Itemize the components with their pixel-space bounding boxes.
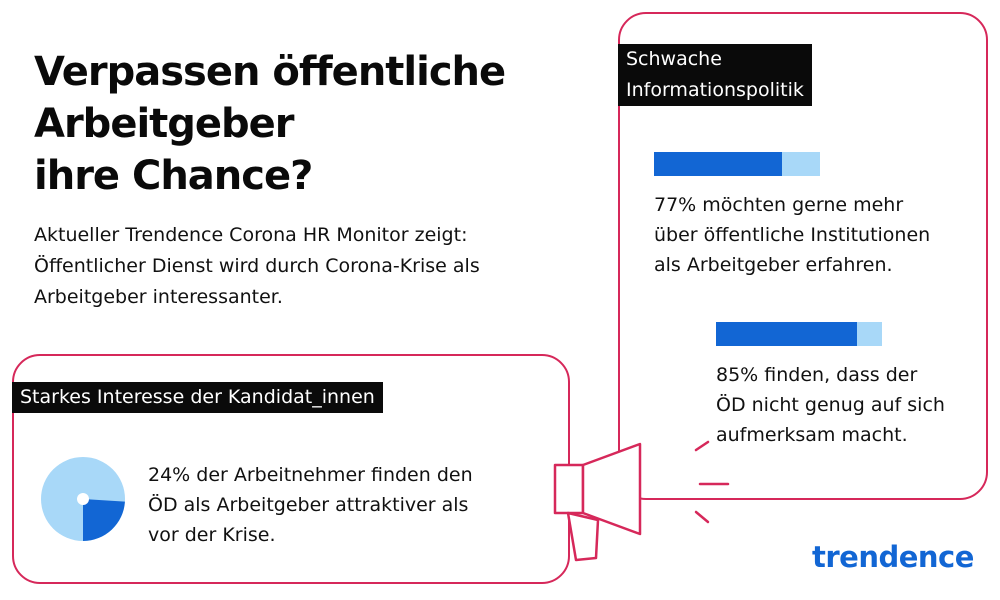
pie-line: ÖD als Arbeitgeber attraktiver als <box>148 494 469 516</box>
headline: Verpassen öffentliche Arbeitgeber ihre C… <box>34 46 506 202</box>
stat1-bar <box>654 152 820 176</box>
stat1-text: 77% möchten gerne mehr über öffentliche … <box>654 190 930 280</box>
stat1-bar-fill <box>654 152 782 176</box>
stat1-line: als Arbeitgeber erfahren. <box>654 254 893 276</box>
pie-line: 24% der Arbeitnehmer finden den <box>148 464 473 486</box>
stat2-line: 85% finden, dass der <box>716 364 918 386</box>
headline-line: ihre Chance? <box>34 153 313 199</box>
intro-line: Aktueller Trendence Corona HR Monitor ze… <box>34 224 468 246</box>
headline-line: Verpassen öffentliche <box>34 49 506 95</box>
info-policy-label: Schwache Informationspolitik <box>618 44 812 106</box>
stat2-line: aufmerksam macht. <box>716 424 908 446</box>
pie-chart <box>41 457 125 541</box>
pie-slice <box>83 499 125 541</box>
intro-text: Aktueller Trendence Corona HR Monitor ze… <box>34 220 554 313</box>
pie-text: 24% der Arbeitnehmer finden den ÖD als A… <box>148 460 473 550</box>
intro-line: Arbeitgeber interessanter. <box>34 286 283 308</box>
stat2-bar-fill <box>716 322 858 346</box>
stat2-line: ÖD nicht genug auf sich <box>716 394 945 416</box>
stat1-line: über öffentliche Institutionen <box>654 224 931 246</box>
label-line: Schwache <box>626 48 722 70</box>
intro-line: Öffentlicher Dienst wird durch Corona-Kr… <box>34 255 480 277</box>
stat1-line: 77% möchten gerne mehr <box>654 194 904 216</box>
pie-line: vor der Krise. <box>148 524 276 546</box>
trendence-logo: trendence <box>812 540 974 574</box>
label-line: Informationspolitik <box>626 79 804 101</box>
stat2-text: 85% finden, dass der ÖD nicht genug auf … <box>716 360 945 450</box>
candidate-interest-label: Starkes Interesse der Kandidat_innen <box>12 382 383 413</box>
pie-hole <box>77 493 89 505</box>
headline-line: Arbeitgeber <box>34 101 295 147</box>
stat2-bar <box>716 322 882 346</box>
megaphone-icon <box>553 440 730 562</box>
